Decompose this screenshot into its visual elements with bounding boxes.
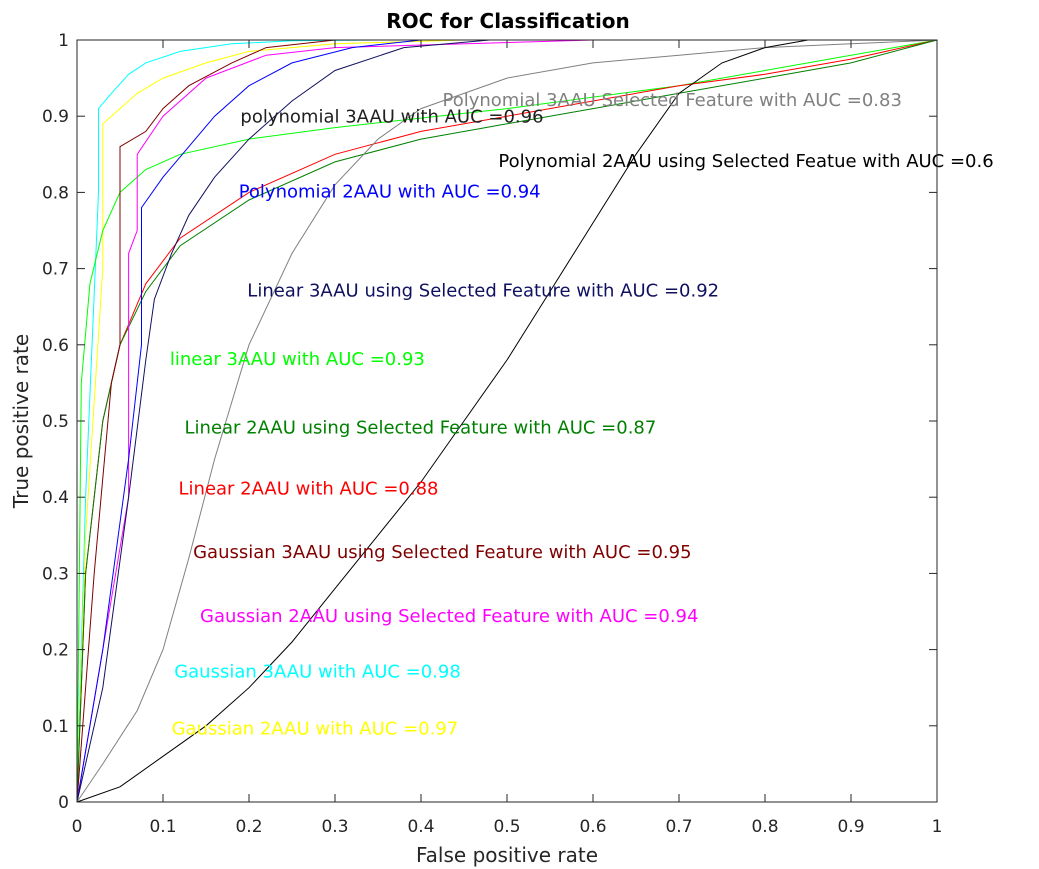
- x-tick-label: 0.6: [579, 817, 606, 837]
- x-tick-label: 0.5: [493, 817, 520, 837]
- x-tick-layer: 0 0.1 0.2 0.3 0.4 0.5 0.6 0.7 0.8 0.9 1: [72, 40, 943, 837]
- y-tick-label: 0: [58, 793, 69, 813]
- auc-annotation-8: Linear 2AAU with AUC =0.88: [179, 479, 439, 500]
- x-tick-label: 0: [72, 817, 83, 837]
- x-tick-label: 0.9: [837, 817, 864, 837]
- x-tick-label: 0.4: [407, 817, 434, 837]
- y-tick-label: 0.9: [42, 107, 69, 127]
- auc-annotation-3: Polynomial 2AAU using Selected Featue wi…: [498, 151, 993, 172]
- auc-annotation-6: linear 3AAU with AUC =0.93: [170, 349, 425, 370]
- auc-annotation-1: Polynomial 3AAU Selected Feature with AU…: [443, 90, 902, 111]
- auc-annotation-9: Gaussian 3AAU using Selected Feature wit…: [193, 542, 691, 563]
- auc-annotation-2: polynomial 3AAU with AUC =0.96: [240, 107, 543, 128]
- roc-curve-10: [76, 39, 938, 803]
- y-tick-label: 0.1: [42, 717, 69, 737]
- y-tick-label: 0.3: [42, 564, 69, 584]
- roc-curve-11: [76, 39, 937, 803]
- x-tick-label: 0.8: [751, 817, 778, 837]
- x-tick-label: 0.3: [321, 817, 348, 837]
- auc-annotation-10: Gaussian 2AAU using Selected Feature wit…: [200, 606, 698, 627]
- y-tick-label: 1: [58, 31, 69, 51]
- annotation-layer: Polynomial 3AAU Selected Feature with AU…: [170, 90, 994, 740]
- roc-curve-2: [76, 39, 937, 803]
- auc-annotation-12: Gaussian 2AAU with AUC =0.97: [172, 719, 459, 740]
- roc-curve-6: [76, 39, 937, 803]
- auc-annotation-11: Gaussian 3AAU with AUC =0.98: [174, 662, 461, 683]
- series-layer: [76, 39, 938, 803]
- y-tick-label: 0.4: [42, 488, 69, 508]
- auc-annotation-5: Linear 3AAU using Selected Feature with …: [247, 281, 719, 302]
- auc-annotation-7: Linear 2AAU using Selected Feature with …: [185, 418, 657, 439]
- y-tick-label: 0.2: [42, 641, 69, 661]
- x-tick-label: 0.2: [235, 817, 262, 837]
- y-tick-label: 0.8: [42, 183, 69, 203]
- y-tick-label: 0.7: [42, 260, 69, 280]
- x-tick-label: 0.7: [665, 817, 692, 837]
- chart-title: ROC for Classification: [386, 9, 630, 33]
- roc-curve-1: [76, 39, 937, 803]
- y-axis-label: True positive rate: [9, 334, 33, 509]
- roc-curve-9: [76, 39, 937, 803]
- y-tick-label: 0.6: [42, 336, 69, 356]
- auc-annotation-4: Polynomial 2AAU with AUC =0.94: [239, 181, 541, 202]
- roc-curve-5: [76, 39, 938, 803]
- x-tick-label: 1: [932, 817, 943, 837]
- y-tick-label: 0.5: [42, 412, 69, 432]
- x-axis-label: False positive rate: [416, 843, 598, 867]
- x-tick-label: 0.1: [149, 817, 176, 837]
- roc-curve-7: [76, 39, 937, 803]
- y-tick-layer: 0 0.1 0.2 0.3 0.4 0.5 0.6 0.7 0.8 0.9 1: [42, 31, 937, 813]
- roc-curve-8: [76, 39, 937, 803]
